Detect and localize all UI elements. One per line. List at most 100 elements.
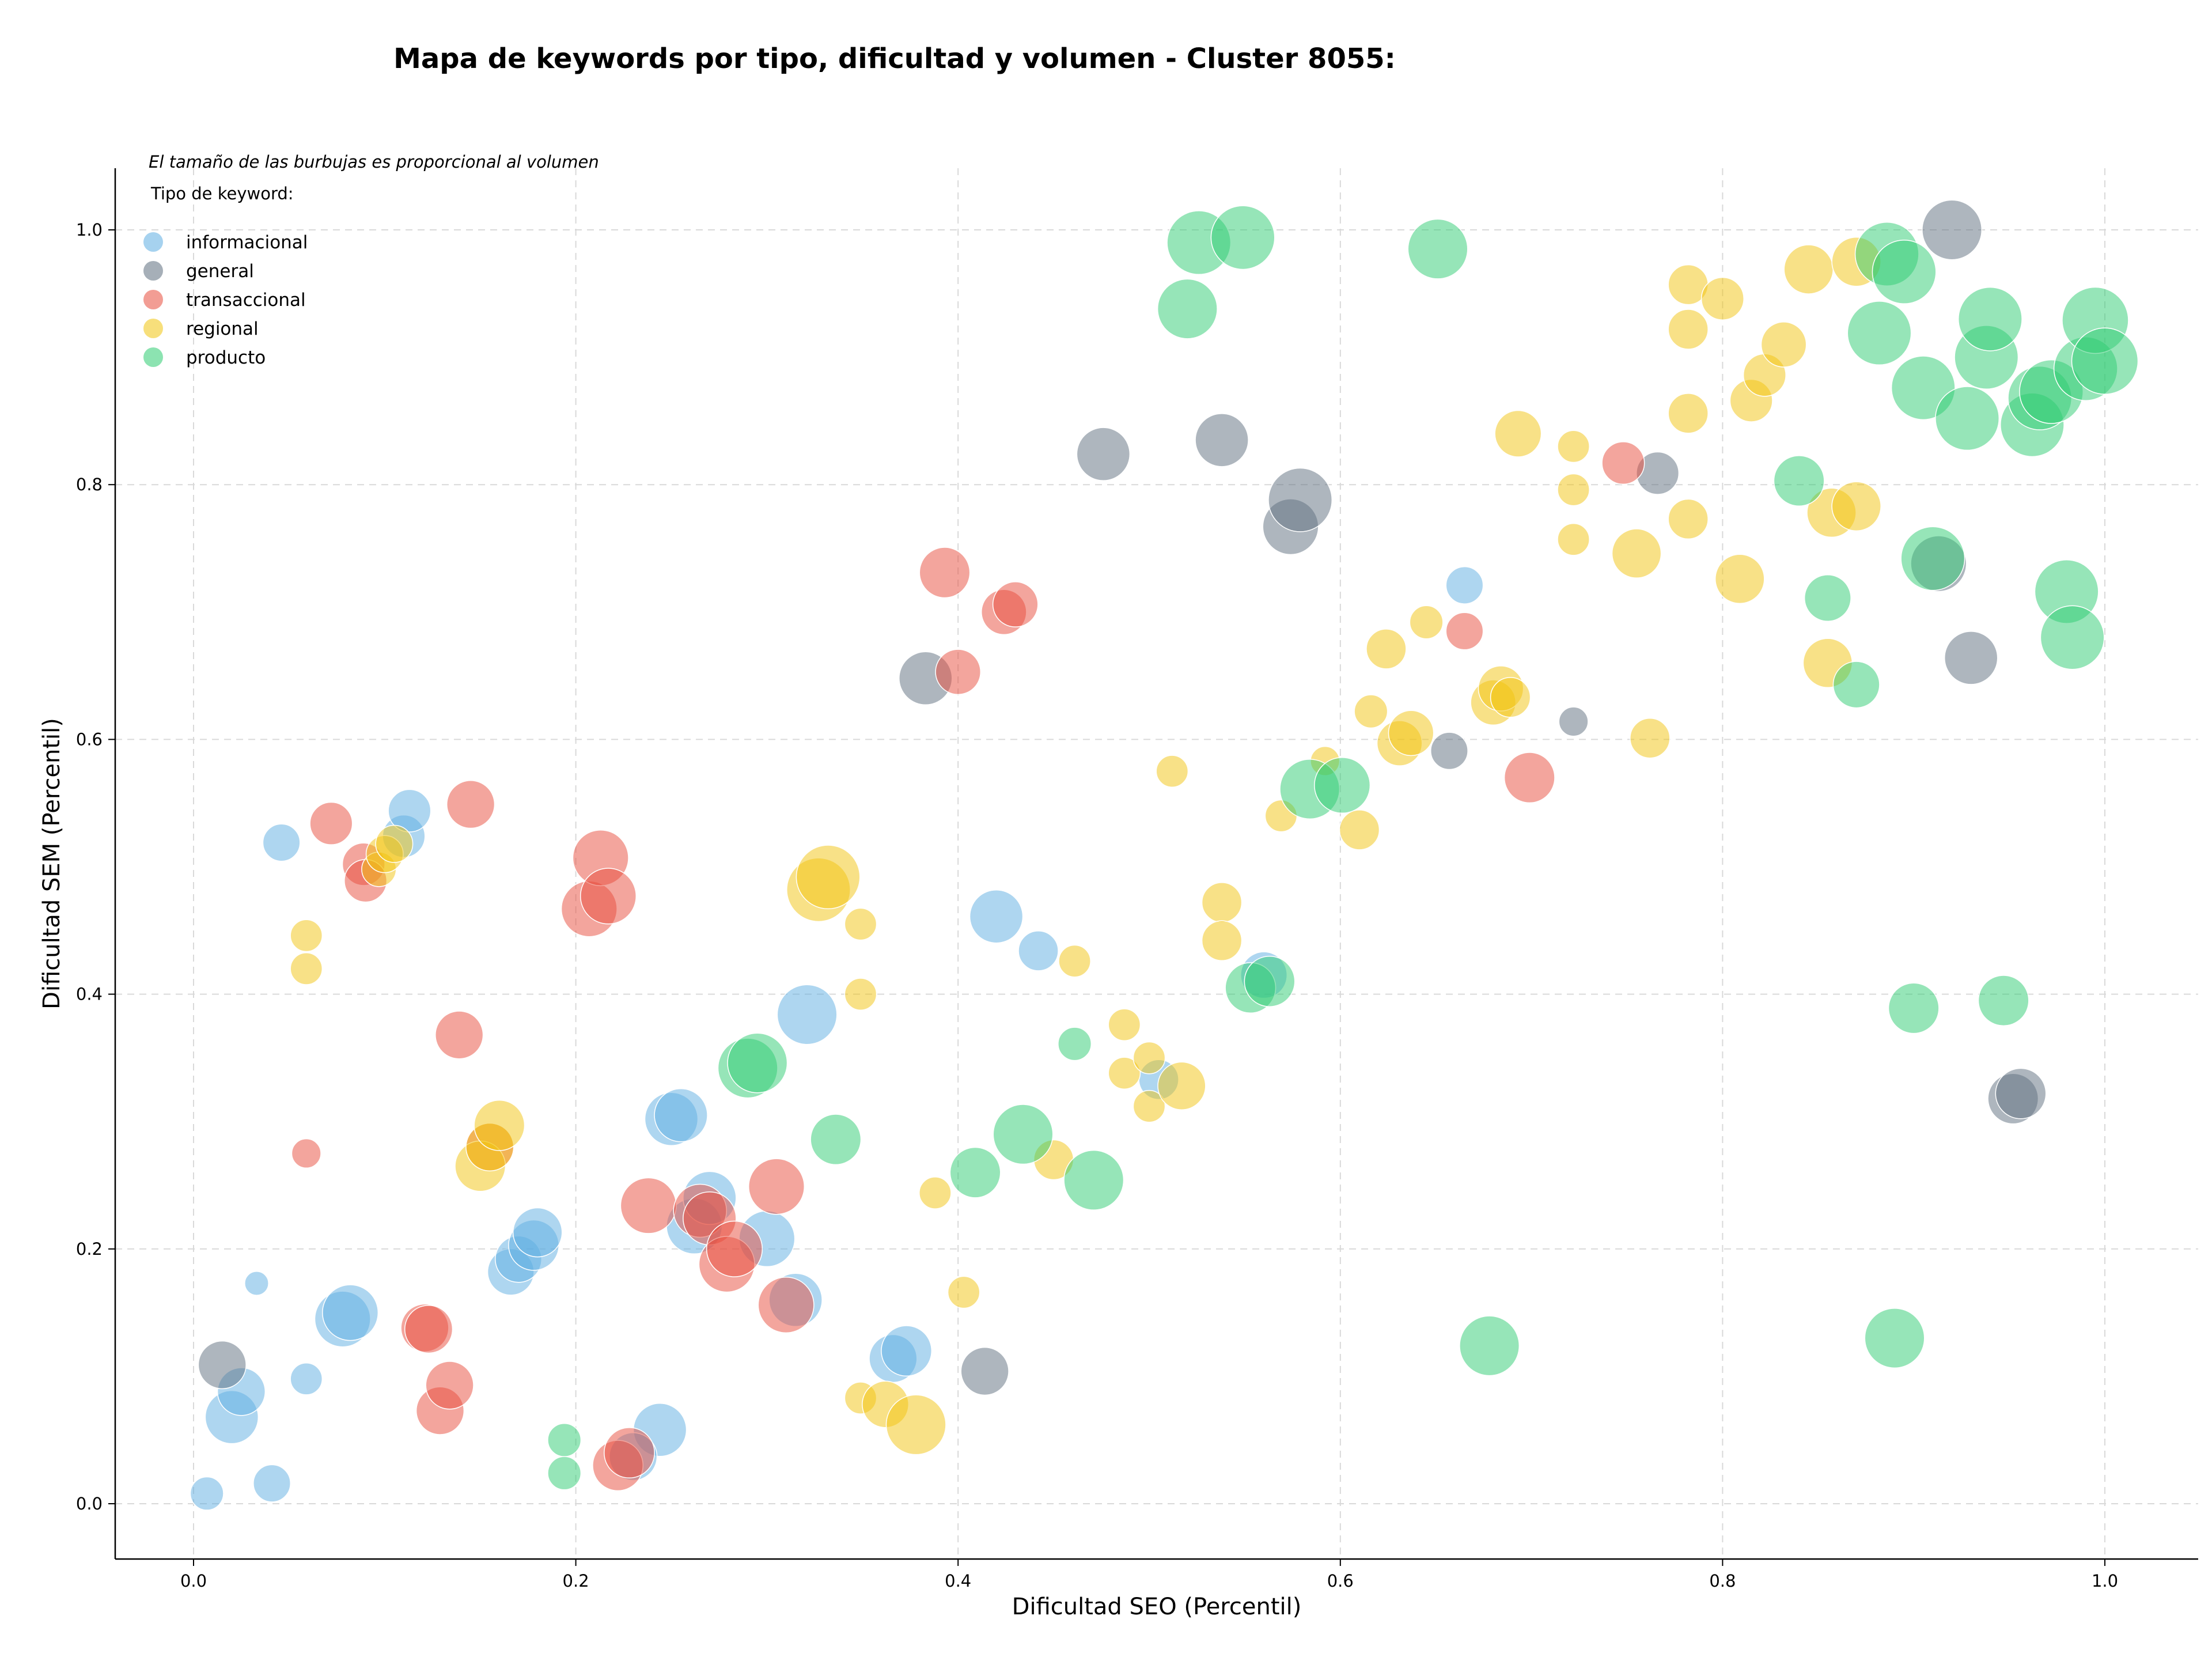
bubble-point [1558,706,1589,737]
y-tick-label: 0.6 [76,729,103,749]
legend-label-producto: producto [186,347,266,368]
bubble-point [435,1011,484,1060]
legend-marker-producto [143,347,163,367]
series-informacional [190,566,1484,1511]
bubble-point [919,1176,952,1209]
legend-marker-general [143,261,163,281]
legend-marker-transaccional [143,290,163,309]
legend: El tamaño de las burbujas es proporciona… [143,152,599,368]
bubble-point [1847,301,1912,366]
bubble-point [1157,1061,1206,1110]
legend-marker-informacional [143,232,163,252]
bubble-point [309,801,353,845]
bubble-point [1210,205,1275,270]
bubble-point [1935,386,2000,451]
bubble-point [1430,732,1468,770]
bubble-point [1900,526,1965,591]
legend-label-transaccional: transaccional [186,290,306,311]
bubble-point [190,1476,224,1511]
bubble-point [404,1304,453,1354]
bubble-point [1872,240,1937,304]
bubble-point [1957,286,2022,351]
bubble-point [2071,327,2139,395]
bubble-point [1063,1149,1124,1210]
bubble-point [1922,199,1983,260]
series-transaccional [291,441,1645,1492]
bubble-point [425,1361,474,1410]
bubble-point [1108,1008,1141,1042]
x-tick-label: 0.0 [180,1571,207,1591]
bubble-point [796,845,861,910]
bubble-point [844,978,877,1011]
bubble-point [1668,393,1709,434]
y-tick-label: 0.8 [76,475,103,494]
bubble-point [1058,1027,1092,1061]
bubble-point [388,789,431,833]
bubble-point [1445,612,1484,650]
bubble-point [1995,1068,2047,1119]
x-tick-label: 0.4 [945,1571,971,1591]
bubble-point [969,889,1024,944]
bubble-point [290,1362,323,1395]
bubble-point [1409,605,1444,640]
bubble-point [1244,956,1296,1007]
bubble-point [1760,321,1807,368]
bubble-point [1366,629,1407,669]
bubble-point [2040,605,2105,670]
y-tick-label: 1.0 [76,220,103,240]
bubble-point [1314,756,1371,814]
legend-title: Tipo de keyword: [150,184,294,203]
bubble-point [474,1099,525,1151]
bubble-point [1201,882,1243,923]
bubble-point [727,1032,788,1094]
bubble-point [1494,410,1542,457]
bubble-point [1268,467,1333,532]
bubble-point [1388,710,1434,756]
bubble-point [1407,218,1468,279]
bubble-point [919,547,971,599]
chart-title: Mapa de keywords por tipo, dificultad y … [393,43,1396,75]
x-tick-label: 0.8 [1709,1571,1736,1591]
bubble-point [1459,1315,1520,1376]
x-tick-label: 0.2 [563,1571,589,1591]
bubble-point [1445,566,1484,604]
x-tick-label: 0.6 [1327,1571,1354,1591]
bubble-point [1557,473,1590,506]
y-tick-label: 0.0 [76,1494,103,1514]
legend-marker-regional [143,319,163,338]
bubble-point [322,1284,379,1341]
bubble-point [1773,455,1825,507]
bubble-point [777,984,838,1045]
y-axis-label: Dificultad SEM (Percentil) [39,718,65,1009]
y-tick-label: 0.4 [76,985,103,1004]
bubble-point [375,824,414,863]
bubble-point [1354,694,1388,729]
bubbles-layer [190,199,2139,1511]
bubble-point [446,780,495,829]
bubble-point [1157,278,1218,339]
legend-note: El tamaño de las burbujas es proporciona… [149,152,599,172]
bubble-point [881,1325,933,1377]
bubble-point [291,1138,321,1169]
bubble-point [1195,413,1249,467]
bubble-point [810,1114,862,1166]
bubble-point [1156,755,1189,788]
x-axis-ticks: 0.0 0.2 0.4 0.6 0.8 1.0 [180,1559,2118,1591]
bubble-point [1339,809,1380,850]
bubble-point [947,1276,980,1309]
bubble-point [244,1271,269,1296]
bubble-point [1018,930,1059,971]
bubble-point [1058,944,1091,978]
bubble-point [579,868,637,925]
bubble-point [620,1177,677,1234]
bubble-point [1076,427,1131,481]
bubble-point [1978,975,2029,1027]
series-producto [547,205,2139,1490]
x-tick-label: 1.0 [2092,1571,2118,1591]
bubble-point [757,1277,815,1334]
bubble-point [1668,498,1709,540]
bubble-point [1132,1041,1166,1074]
bubble-point [262,823,301,862]
bubble-point [290,919,323,952]
